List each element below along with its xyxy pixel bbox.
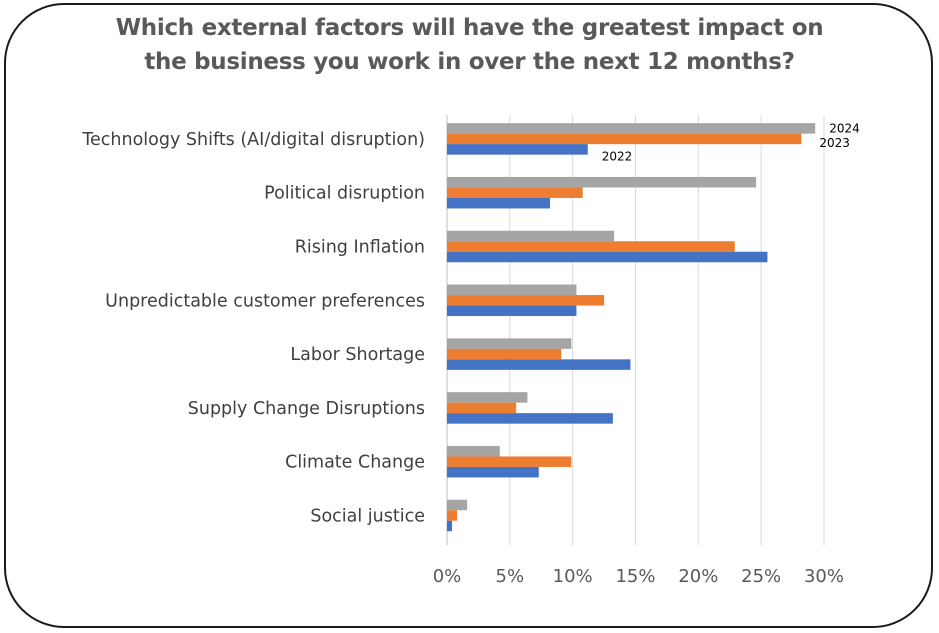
bar-2022-2 — [447, 251, 768, 263]
chart-title-line-1: Which external factors will have the gre… — [115, 15, 824, 41]
x-tick-label-2: 10% — [553, 566, 593, 587]
category-label-5: Supply Change Disruptions — [188, 399, 425, 419]
x-tick-label-4: 20% — [678, 566, 718, 587]
bar-2024-2 — [447, 230, 615, 242]
bar-2024-1 — [447, 176, 757, 188]
chart-title-line-2: the business you work in over the next 1… — [144, 49, 795, 75]
category-label-3: Unpredictable customer preferences — [105, 291, 425, 311]
x-tick-label-3: 15% — [615, 566, 655, 587]
bar-2022-5 — [447, 413, 613, 424]
series-label-2022: 2022 — [602, 149, 633, 163]
bar-2023-3 — [447, 295, 605, 306]
x-tick-label-6: 30% — [804, 566, 844, 587]
bar-2023-5 — [447, 402, 517, 414]
bar-2023-1 — [447, 187, 583, 198]
bar-2023-0 — [447, 133, 802, 145]
x-tick-label-0: 0% — [433, 566, 462, 587]
bar-2024-4 — [447, 338, 572, 349]
bar-2024-5 — [447, 392, 528, 403]
bar-2024-0 — [447, 123, 816, 134]
category-label-1: Political disruption — [264, 184, 425, 204]
bar-2023-7 — [447, 510, 458, 521]
category-label-6: Climate Change — [285, 453, 425, 473]
bar-2022-3 — [447, 305, 577, 317]
bar-2023-4 — [447, 348, 562, 360]
bar-2022-4 — [447, 359, 631, 370]
series-label-2023: 2023 — [819, 136, 850, 150]
series-label-2024: 2024 — [829, 121, 860, 135]
bar-2024-6 — [447, 445, 500, 457]
category-label-7: Social justice — [310, 507, 425, 527]
x-tick-label-1: 5% — [496, 566, 525, 587]
bar-2023-6 — [447, 456, 572, 467]
bar-2024-3 — [447, 284, 577, 296]
bar-2024-7 — [447, 499, 468, 511]
category-label-4: Labor Shortage — [290, 345, 425, 365]
x-tick-label-5: 25% — [741, 566, 781, 587]
bar-2022-0 — [447, 144, 588, 155]
bar-2022-7 — [447, 520, 453, 532]
bar-2022-1 — [447, 197, 551, 209]
category-label-2: Rising Inflation — [295, 238, 425, 258]
bar-2023-2 — [447, 241, 735, 252]
bar-2022-6 — [447, 466, 539, 478]
category-label-0: Technology Shifts (AI/digital disruption… — [81, 130, 425, 150]
